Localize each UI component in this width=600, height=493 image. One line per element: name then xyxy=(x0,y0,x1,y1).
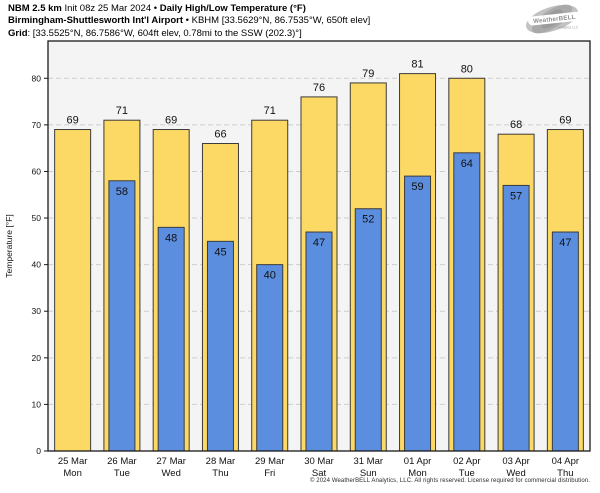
low-bar xyxy=(404,175,432,452)
y-tick-label: 80 xyxy=(32,73,42,83)
high-value-label: 81 xyxy=(411,59,423,71)
low-value-label: 48 xyxy=(165,232,177,244)
logo-band xyxy=(528,11,581,26)
low-value-label: 40 xyxy=(264,270,276,282)
high-value-label: 79 xyxy=(362,68,374,80)
x-axis-date-label: 26 Mar xyxy=(107,456,137,467)
low-value-label: 52 xyxy=(362,214,374,226)
header-line-3: Grid: [33.5525°N, 86.7586°W, 604ft elev,… xyxy=(8,28,370,40)
low-value-label: 57 xyxy=(510,190,522,202)
low-value-label: 45 xyxy=(214,246,226,258)
high-value-label: 71 xyxy=(264,105,276,117)
low-bar xyxy=(305,231,333,452)
high-value-label: 69 xyxy=(67,115,79,127)
station-name: Birmingham-Shuttlesworth Int'l Airport xyxy=(8,15,184,27)
model-name: NBM 2.5 km xyxy=(8,3,62,14)
low-bar xyxy=(256,264,284,452)
x-axis-day-label: Thu xyxy=(212,468,228,479)
x-axis-day-label: Mon xyxy=(408,468,426,479)
grid-info: : [33.5525°N, 86.7586°W, 604ft elev, 0.7… xyxy=(27,27,302,39)
logo-subtext: Analytics LLC xyxy=(558,26,579,30)
x-axis-date-label: 29 Mar xyxy=(255,456,285,467)
high-value-label: 76 xyxy=(313,82,325,94)
product-title: Daily High/Low Temperature (°F) xyxy=(159,3,306,14)
low-value-label: 59 xyxy=(411,181,423,193)
high-value-label: 80 xyxy=(461,63,473,75)
low-bar xyxy=(108,180,136,452)
y-tick-label: 40 xyxy=(32,260,42,270)
x-axis-date-label: 30 Mar xyxy=(304,456,334,467)
x-axis-date-label: 04 Apr xyxy=(552,456,579,467)
x-axis-date-label: 01 Apr xyxy=(404,456,431,467)
low-bar xyxy=(206,240,234,452)
x-axis-date-label: 27 Mar xyxy=(156,456,186,467)
low-bar xyxy=(157,226,185,452)
y-axis-title: Temperature [°F] xyxy=(4,214,14,277)
high-value-label: 71 xyxy=(116,105,128,117)
low-bar xyxy=(453,152,481,452)
plot-border xyxy=(47,40,591,452)
station-info: • KBHM [33.5629°N, 86.7535°W, 650ft elev… xyxy=(183,15,371,27)
x-axis-day-label: Tue xyxy=(459,468,475,479)
low-value-label: 47 xyxy=(313,237,325,249)
header-line-1: NBM 2.5 km Init 08z 25 Mar 2024 • Daily … xyxy=(8,3,370,15)
low-bar xyxy=(354,208,382,452)
high-bar xyxy=(54,129,92,452)
high-value-label: 68 xyxy=(510,119,522,131)
low-value-label: 47 xyxy=(559,237,571,249)
x-axis-date-label: 02 Apr xyxy=(453,456,480,467)
y-tick-label: 20 xyxy=(32,353,42,363)
y-tick-label: 60 xyxy=(32,166,42,176)
x-axis-day-label: Sat xyxy=(312,468,327,479)
weatherbell-logo: WeatherBELL Analytics LLC xyxy=(526,4,581,34)
init-time: Init 08z 25 Mar 2024 • xyxy=(61,3,160,14)
x-axis-day-label: Wed xyxy=(506,468,525,479)
x-axis-day-label: Sun xyxy=(360,468,377,479)
x-axis-date-label: 03 Apr xyxy=(502,456,529,467)
x-axis-day-label: Wed xyxy=(161,468,180,479)
copyright-footer: © 2024 WeatherBELL Analytics, LLC. All r… xyxy=(310,478,590,484)
high-value-label: 66 xyxy=(214,129,226,141)
high-value-label: 69 xyxy=(165,115,177,127)
x-axis-date-label: 25 Mar xyxy=(58,456,88,467)
high-value-label: 69 xyxy=(559,115,571,127)
y-tick-label: 30 xyxy=(32,306,42,316)
low-bar xyxy=(551,231,579,452)
x-axis-day-label: Fri xyxy=(264,468,275,479)
chart-header: NBM 2.5 km Init 08z 25 Mar 2024 • Daily … xyxy=(8,3,370,40)
header-line-2: Birmingham-Shuttlesworth Int'l Airport •… xyxy=(8,15,370,27)
x-axis-date-label: 31 Mar xyxy=(353,456,383,467)
x-axis-day-label: Thu xyxy=(557,468,573,479)
y-tick-label: 0 xyxy=(36,446,41,456)
grid-label: Grid xyxy=(8,27,28,39)
x-axis-day-label: Tue xyxy=(114,468,130,479)
logo-text: WeatherBELL xyxy=(533,14,576,25)
x-axis-day-label: Mon xyxy=(63,468,81,479)
low-value-label: 64 xyxy=(461,158,473,170)
low-value-label: 58 xyxy=(116,186,128,198)
y-tick-label: 70 xyxy=(32,120,42,130)
low-bar xyxy=(502,184,530,452)
y-tick-label: 50 xyxy=(32,213,42,223)
x-axis-date-label: 28 Mar xyxy=(206,456,236,467)
y-tick-label: 10 xyxy=(32,399,42,409)
